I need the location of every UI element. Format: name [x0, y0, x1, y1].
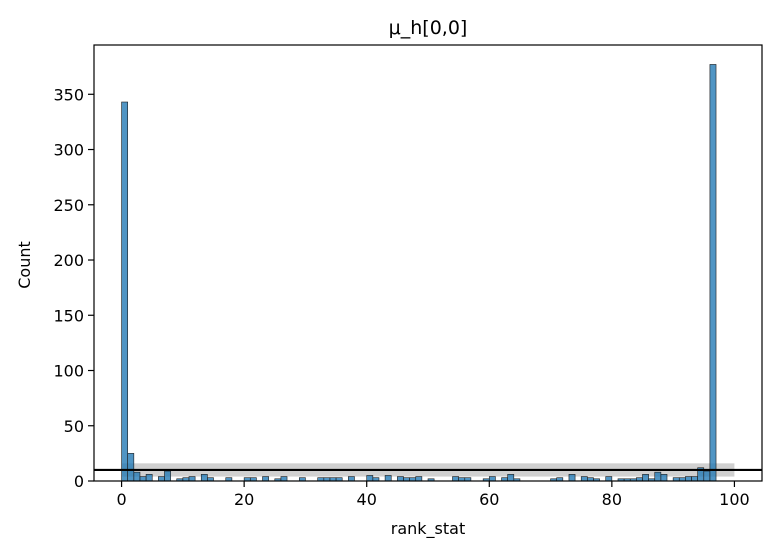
chart-title: μ_h[0,0]: [389, 17, 468, 39]
histogram-bar: [139, 476, 147, 482]
x-axis-label: rank_stat: [391, 519, 465, 539]
y-tick-label: 350: [53, 85, 84, 104]
x-tick-label: 80: [602, 490, 622, 509]
histogram-bar: [685, 476, 692, 482]
histogram-bar: [200, 474, 208, 482]
histogram-bar: [703, 470, 711, 482]
x-axis-ticks: 0 20 40 60 80 100: [116, 481, 750, 509]
histogram-bar: [397, 476, 404, 482]
histogram-bar: [415, 476, 423, 482]
x-tick-label: 40: [357, 490, 377, 509]
y-tick-label: 200: [53, 251, 84, 270]
x-tick-label: 0: [116, 490, 126, 509]
y-tick-label: 300: [53, 141, 84, 160]
histogram-bar: [384, 475, 392, 482]
axes-frame: [93, 44, 763, 482]
x-tick-label: 100: [719, 490, 750, 509]
y-tick-label: 150: [53, 306, 84, 325]
histogram-bar: [164, 470, 171, 482]
histogram-bar: [127, 453, 135, 482]
histogram-bar: [158, 476, 165, 482]
histogram-bar: [654, 471, 662, 482]
histogram-bar: [280, 476, 288, 482]
histogram-bar: [262, 476, 269, 482]
histogram-bar: [488, 476, 496, 482]
y-axis-label: Count: [15, 241, 34, 289]
histogram-bar: [605, 476, 613, 482]
histogram-bar: [121, 101, 129, 482]
histogram-bar: [145, 474, 153, 482]
x-tick-label: 20: [234, 490, 254, 509]
histogram-bar: [642, 474, 649, 482]
y-tick-label: 0: [74, 472, 84, 491]
y-tick-label: 50: [64, 417, 84, 436]
histogram-bar: [691, 476, 698, 482]
y-tick-label: 100: [53, 362, 84, 381]
histogram-bar: [348, 476, 355, 482]
y-axis-ticks: 0 50 100 150 200 250 300 350: [53, 85, 94, 491]
histogram-bar: [133, 471, 141, 482]
histogram-bar: [452, 476, 459, 482]
x-tick-label: 60: [479, 490, 499, 509]
histogram-bar: [660, 474, 668, 482]
histogram-bar: [568, 474, 576, 482]
histogram-bar: [507, 474, 515, 482]
axes-spines: [93, 44, 763, 482]
histogram-bar: [188, 476, 196, 482]
histogram-bar: [580, 476, 588, 482]
y-tick-label: 250: [53, 196, 84, 215]
histogram-bar: [709, 64, 717, 482]
histogram-bar: [366, 475, 374, 482]
